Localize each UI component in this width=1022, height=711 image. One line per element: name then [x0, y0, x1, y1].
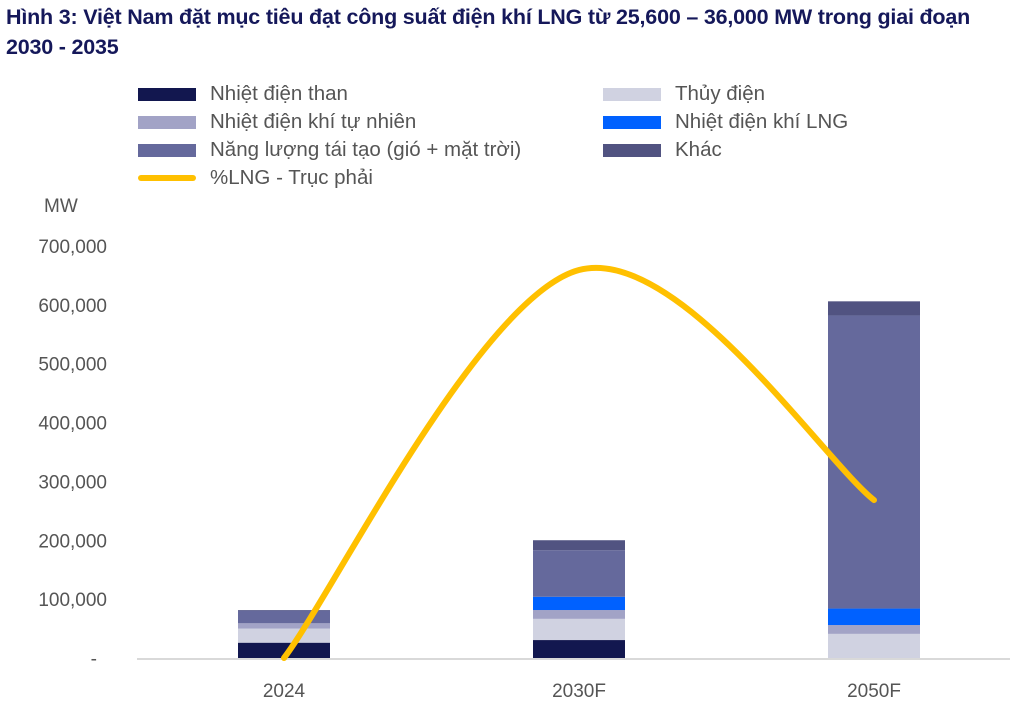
legend-label: Khác — [675, 138, 722, 161]
bar-segment — [828, 633, 920, 658]
bar-segment — [238, 610, 330, 611]
legend-item-lng-share: %LNG - Trục phải — [138, 166, 373, 190]
x-tick-label: 2050F — [847, 681, 901, 702]
legend-item-hydro: Thủy điện — [603, 82, 765, 106]
x-tick-label: 2030F — [552, 681, 606, 702]
legend-item-coal: Nhiệt điện than — [138, 82, 348, 106]
legend-label: Nhiệt điện than — [210, 82, 348, 105]
y-tick-label: 100,000 — [38, 590, 107, 611]
legend-item-lng: Nhiệt điện khí LNG — [603, 110, 848, 134]
bar-segment — [533, 610, 625, 619]
bar-segment — [533, 550, 625, 597]
bar-segment — [828, 625, 920, 634]
bar-segment — [533, 618, 625, 641]
bar-segment — [533, 540, 625, 551]
legend-swatch-line — [138, 175, 196, 181]
bar-segment — [238, 628, 330, 643]
legend-label: Nhiệt điện khí tự nhiên — [210, 110, 417, 133]
legend-swatch — [603, 115, 661, 129]
legend-swatch — [138, 115, 196, 129]
legend-swatch — [138, 87, 196, 101]
y-tick-label: 400,000 — [38, 414, 107, 435]
legend-label: Năng lượng tái tạo (gió + mặt trời) — [210, 138, 522, 161]
bar-segment — [828, 315, 920, 609]
legend-label: %LNG - Trục phải — [210, 166, 373, 189]
legend-item-natural-gas: Nhiệt điện khí tự nhiên — [138, 110, 416, 134]
y-tick-label: 500,000 — [38, 355, 107, 376]
bar-segment — [828, 301, 920, 316]
legend-swatch — [138, 143, 196, 157]
legend-label: Thủy điện — [675, 82, 766, 105]
legend-label: Nhiệt điện khí LNG — [675, 110, 849, 133]
y-tick-label: 300,000 — [38, 472, 107, 493]
lng-share-line — [281, 264, 877, 661]
y-tick-label: 700,000 — [38, 237, 107, 258]
legend-swatch — [603, 87, 661, 101]
y-axis-unit: MW — [44, 196, 78, 217]
bar-segment — [533, 640, 625, 658]
bar-segment — [238, 642, 330, 658]
y-tick-label: - — [91, 649, 97, 670]
legend-swatch — [603, 143, 661, 157]
legend-item-renewables: Năng lượng tái tạo (gió + mặt trời) — [138, 138, 521, 162]
legend-item-other: Khác — [603, 138, 722, 162]
bar-segment — [238, 623, 330, 629]
x-tick-label: 2024 — [263, 681, 306, 702]
bar-segment — [828, 608, 920, 626]
bar-segment — [533, 596, 625, 611]
chart-title: Hình 3: Việt Nam đặt mục tiêu đạt công s… — [6, 5, 971, 59]
y-tick-label: 200,000 — [38, 531, 107, 552]
y-tick-label: 600,000 — [38, 296, 107, 317]
